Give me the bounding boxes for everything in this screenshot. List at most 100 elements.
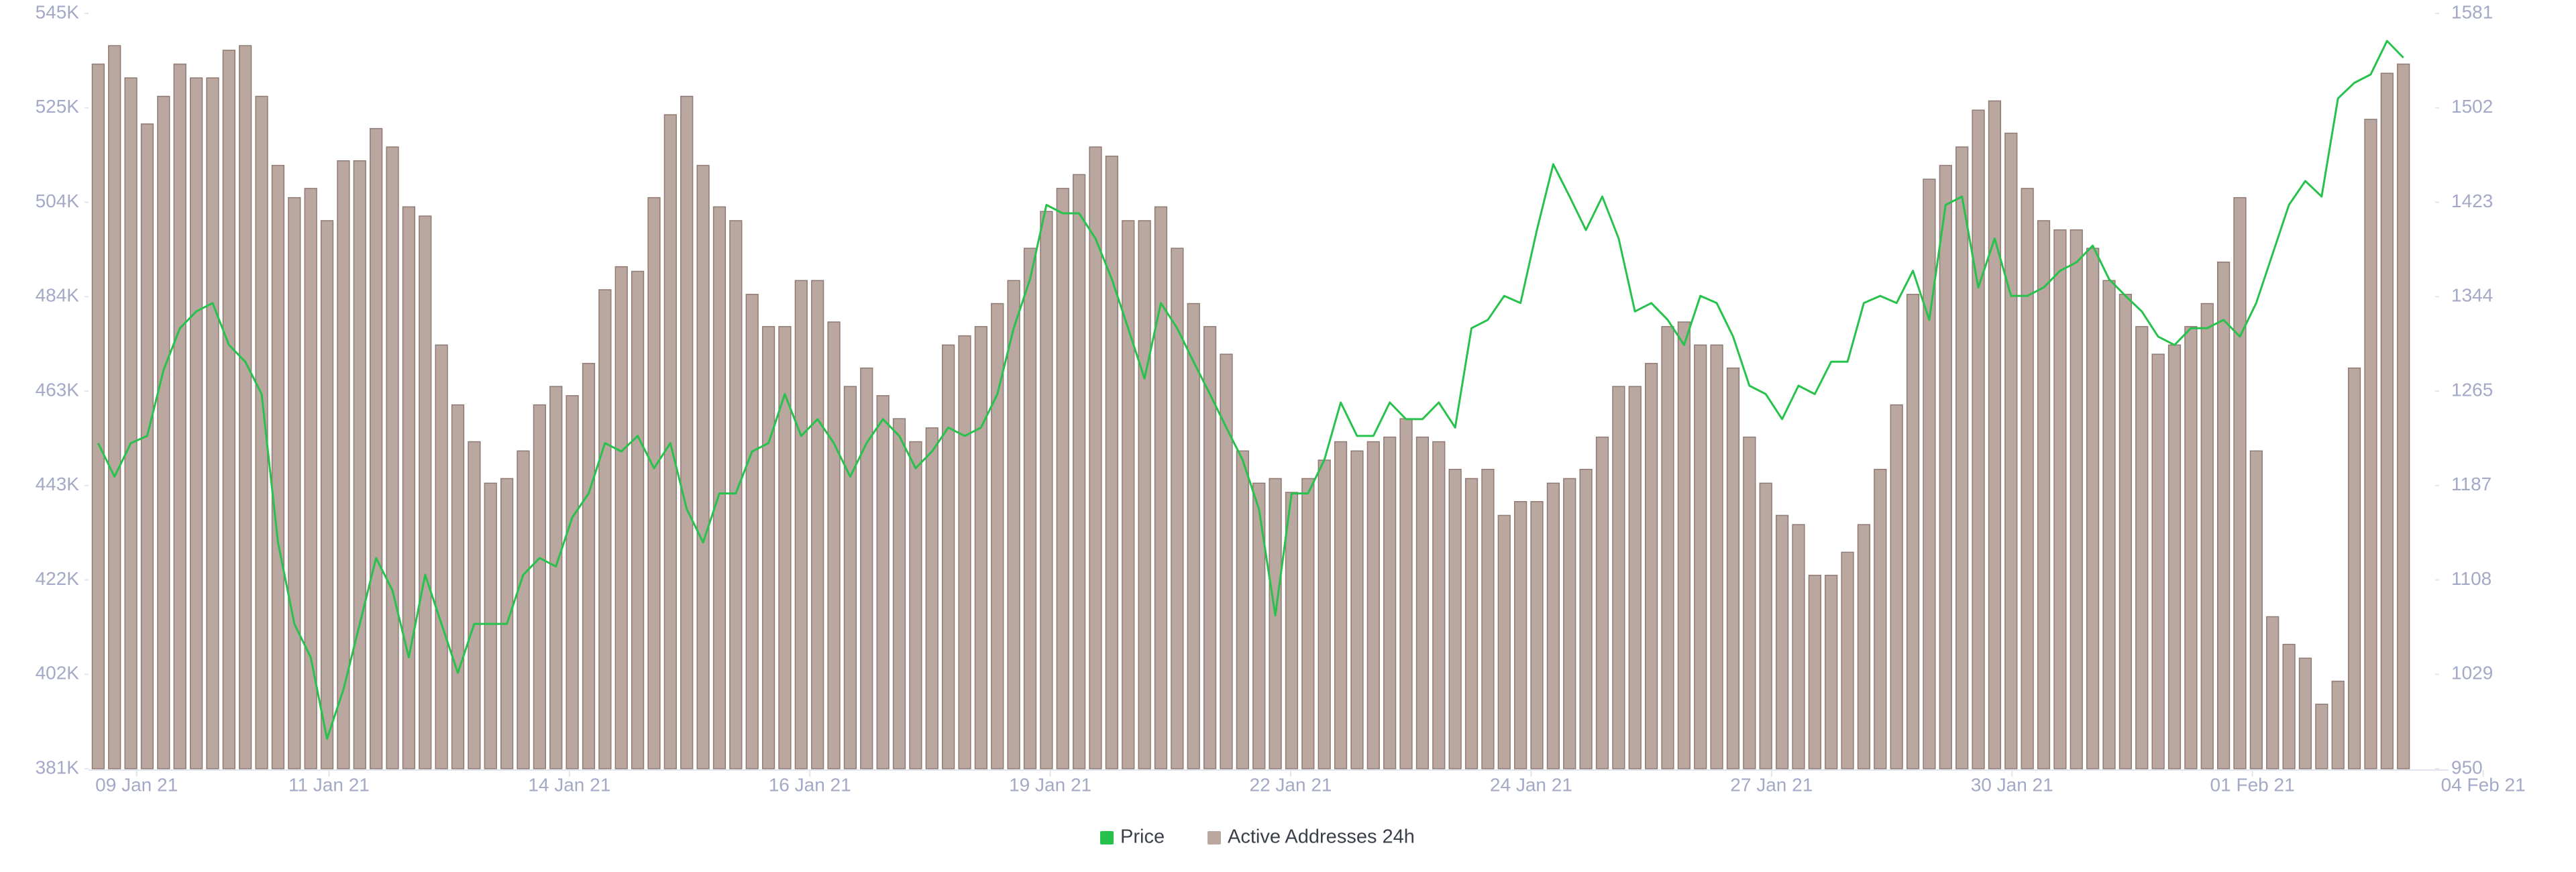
bar [2364,119,2377,769]
y-tick-label: 484K [36,285,80,306]
bar [1775,514,1789,769]
bar [1743,436,1756,769]
bar [631,270,645,769]
bar [1808,574,1821,769]
bar [435,344,448,769]
bar [1383,436,1397,769]
bar [1154,206,1168,769]
bar [2053,229,2067,769]
bar [353,160,366,769]
bar [91,63,105,769]
bar [1874,468,1887,769]
bar [1301,478,1315,769]
y2-tick-label: 1108 [2451,568,2491,589]
legend-label: Price [1120,826,1165,848]
bar [745,294,759,769]
x-tick-label: 11 Jan 21 [288,774,370,795]
bar [288,197,301,769]
bar [1138,220,1151,769]
bar [1187,303,1200,769]
bar [1481,468,1495,769]
legend-swatch [1208,831,1221,844]
bar [2135,326,2149,769]
bar [1563,478,1576,769]
bar [1040,211,1053,769]
bar [2331,680,2345,769]
bar [2216,262,2231,769]
bar [2070,229,2083,769]
bar [1399,418,1413,769]
bar [1825,574,1838,769]
bar [843,386,857,769]
y-tick-label: 402K [36,663,80,684]
bar [2397,63,2410,769]
x-tick-label: 09 Jan 21 [95,774,178,795]
bar [1694,344,1707,769]
legend: Price Active Addresses 24h [1100,826,1415,848]
bar [1792,524,1805,769]
bar [1285,492,1299,769]
bar [1072,174,1086,769]
bar [1122,220,1135,769]
y2-tick-label: 1187 [2451,474,2491,494]
x-tick-label: 16 Jan 21 [769,774,851,795]
bar [942,344,955,769]
bar [517,450,530,769]
bar [991,303,1004,769]
bar [974,326,988,769]
bar [647,197,661,769]
bar [729,220,743,769]
bar [2184,326,2198,769]
bar [1661,326,1674,769]
bar [320,220,334,769]
bar [1007,280,1020,769]
y-tick-label: 525K [36,96,80,117]
bar [958,335,971,769]
x-tick-label: 27 Jan 21 [1730,774,1813,795]
bar [140,123,154,769]
bar [811,280,824,769]
y2-tick-label: 1423 [2451,190,2493,211]
bar [189,77,203,769]
legend-label: Active Addresses 24h [1228,826,1415,848]
bar [2266,616,2279,769]
bar [239,45,252,769]
bar [614,266,628,769]
bar [598,289,612,769]
y-tick-label: 545K [36,1,80,22]
bar [582,363,596,769]
y2-tick-label: 1265 [2451,379,2493,400]
bar [484,482,497,769]
bar [1546,482,1560,769]
bar [386,146,399,769]
x-tick-label: 19 Jan 21 [1009,774,1091,795]
x-tick-label: 22 Jan 21 [1250,774,1332,795]
bar [1579,468,1593,769]
legend-swatch [1100,831,1114,844]
bar [2380,72,2394,769]
bar [2021,188,2034,769]
bar [402,206,416,769]
bar [1677,321,1690,769]
bar [468,441,481,769]
bar [206,77,219,769]
bar [271,164,285,769]
bar [1236,450,1249,769]
bar [1497,514,1511,769]
bar [1939,164,1952,769]
bar [566,395,579,769]
bar [663,114,677,769]
bar [1105,156,1118,769]
y-tick-label: 504K [36,190,80,211]
bar [2282,643,2296,769]
bar [1171,248,1184,769]
bar [1023,248,1037,769]
bar [1432,441,1446,769]
bar [2233,197,2247,769]
bar [1530,501,1544,769]
bar [2037,220,2051,769]
bar [533,404,546,769]
bar [1252,482,1266,769]
x-tick-label: 24 Jan 21 [1490,774,1572,795]
